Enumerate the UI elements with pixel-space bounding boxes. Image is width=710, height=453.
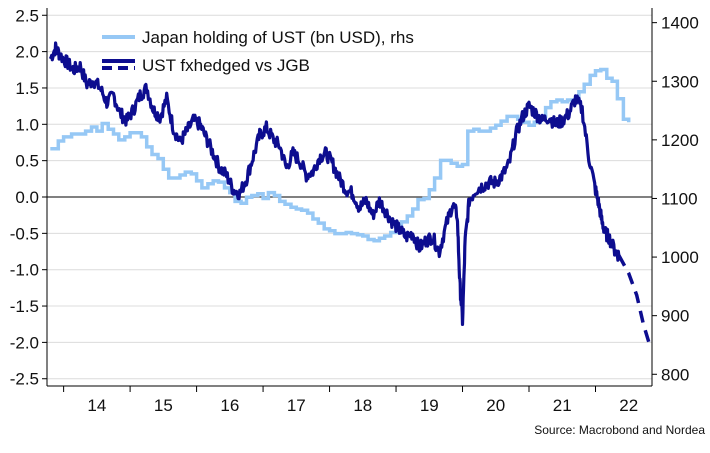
y-right-tick-label: 1000: [661, 248, 699, 267]
y-right-tick-label: 900: [661, 307, 689, 326]
x-tick-label: 20: [486, 396, 505, 415]
y-right-tick-label: 1300: [661, 72, 699, 91]
y-left-tick-label: -1.5: [10, 297, 39, 316]
y-left-tick-label: -0.5: [10, 224, 39, 243]
y-left-tick-label: 1.0: [15, 115, 39, 134]
x-tick-label: 15: [154, 396, 173, 415]
y-left-tick-label: 2.5: [15, 6, 39, 25]
axes: 2.5 2.0 1.5 1.0 0.5 0.0 -0.5 -1.0 -1.5 -2.0 -2.5 14…: [10, 6, 699, 415]
x-tick-label: 21: [553, 396, 572, 415]
x-tick-label: 22: [619, 396, 638, 415]
series-line-ust-fxhedged: [48, 41, 621, 326]
legend-label-ust-fxhedged: UST fxhedged vs JGB: [142, 56, 310, 75]
y-left-tick-label: -1.0: [10, 261, 39, 280]
y-right-tick-label: 1100: [661, 189, 698, 208]
legend-label-japan-holding: Japan holding of UST (bn USD), rhs: [142, 28, 414, 47]
y-right-tick-label: 1400: [661, 14, 699, 33]
y-left-tick-label: 1.5: [15, 79, 39, 98]
legend: Japan holding of UST (bn USD), rhs UST fx…: [102, 28, 414, 75]
x-tick-label: 14: [87, 396, 106, 415]
y-right-tick-label: 800: [661, 365, 689, 384]
x-tick-label: 18: [353, 396, 372, 415]
y-left-tick-label: 2.0: [15, 43, 39, 62]
y-left-tick-label: 0.0: [15, 188, 39, 207]
x-tick-label: 19: [420, 396, 439, 415]
x-tick-label: 16: [220, 396, 239, 415]
y-left-tick-label: 0.5: [15, 152, 39, 171]
y-left-tick-label: -2.0: [10, 333, 39, 352]
series-lines: [48, 41, 652, 347]
gridlines: [47, 14, 652, 380]
x-tick-label: 17: [287, 396, 306, 415]
series-line-ust-fxhedged-projection: [617, 254, 652, 347]
source-note: Source: Macrobond and Nordea: [534, 423, 705, 437]
y-left-tick-label: -2.5: [10, 370, 39, 389]
series-line-japan-holding: [50, 67, 631, 243]
y-right-tick-label: 1200: [661, 131, 699, 150]
